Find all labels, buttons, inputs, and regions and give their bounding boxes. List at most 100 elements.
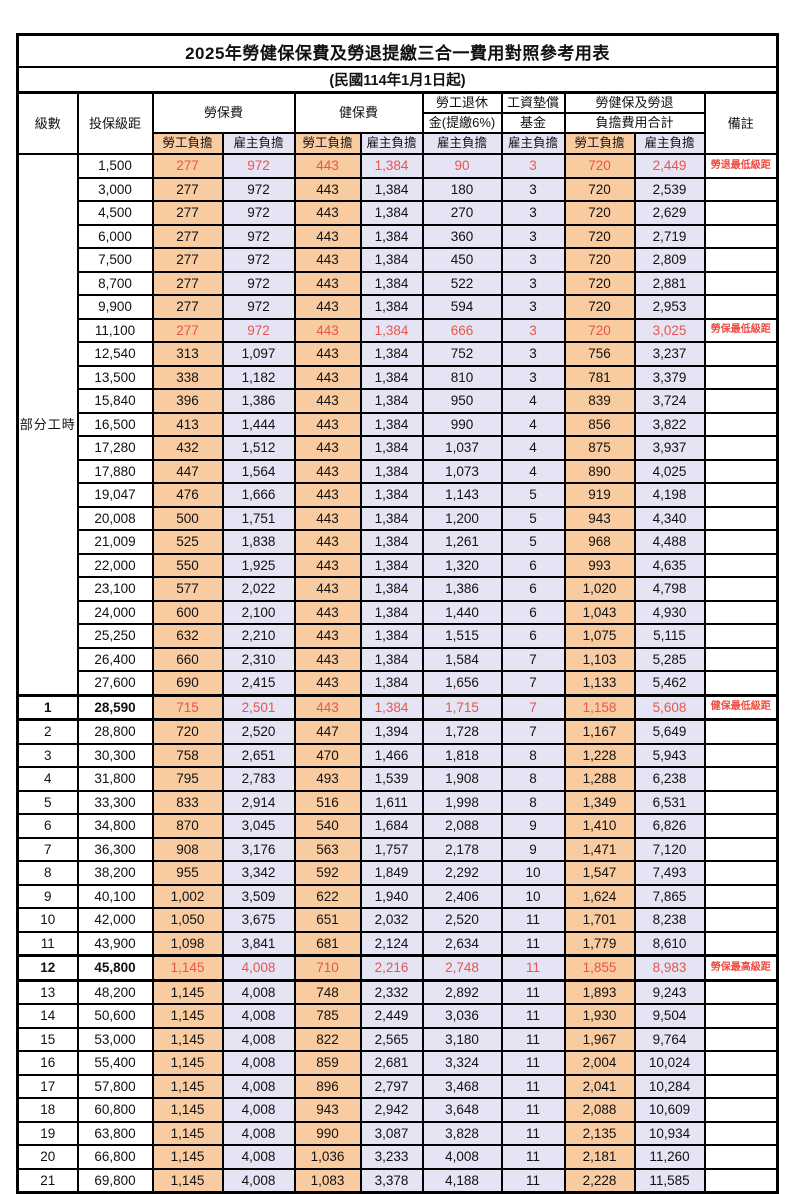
- subheader-health-employer: 雇主負擔: [359, 132, 424, 155]
- cell-pension-employer: 810: [421, 364, 503, 390]
- cell-health-employee: 540: [293, 813, 362, 839]
- cell-note: [703, 623, 779, 649]
- cell-insured-bracket: 28,800: [76, 718, 154, 745]
- cell-total-employee: 968: [563, 529, 636, 555]
- cell-total-employer: 2,719: [633, 223, 706, 249]
- cell-labor-employee: 870: [151, 813, 224, 839]
- table-row: 15,840 396 1,386 443 1,384 950 4 839 3,724: [18, 388, 779, 414]
- cell-total-employer: 8,983: [633, 954, 706, 982]
- cell-note: [703, 1097, 779, 1123]
- cell-labor-employee: 908: [151, 836, 224, 862]
- cell-total-employee: 1,133: [563, 670, 636, 696]
- subheader-total-employee: 勞工負擔: [563, 132, 636, 155]
- cell-health-employer: 1,384: [359, 552, 424, 578]
- cell-labor-employee: 277: [151, 270, 224, 296]
- cell-pension-employer: 1,515: [421, 623, 503, 649]
- cell-labor-employee: 1,145: [151, 1097, 224, 1123]
- cell-note: [703, 930, 779, 957]
- cell-total-employer: 2,809: [633, 247, 706, 273]
- table-row: 23,100 577 2,022 443 1,384 1,386 6 1,020 4,798: [18, 576, 779, 602]
- premium-reference-sheet: 2025年勞健保保費及勞退提繳三合一費用對照參考用表 (民國114年1月1日起)…: [16, 33, 780, 1194]
- cell-insured-bracket: 1,500: [76, 153, 154, 179]
- cell-wage-fund-employer: 3: [500, 270, 566, 296]
- table-row: 3 30,300 758 2,651 470 1,466 1,818 8 1,228 5,943: [16, 742, 779, 768]
- cell-health-employer: 1,849: [359, 860, 424, 886]
- cell-insured-bracket: 36,300: [76, 836, 154, 862]
- cell-note: [703, 223, 779, 249]
- cell-health-employer: 2,216: [359, 954, 424, 982]
- cell-health-employee: 563: [293, 836, 362, 862]
- cell-total-employer: 4,488: [633, 529, 706, 555]
- page-subtitle: (民國114年1月1日起): [16, 66, 779, 94]
- cell-health-employee: 785: [293, 1003, 362, 1029]
- subheader-wage-fund-employer: 雇主負擔: [500, 132, 566, 155]
- cell-labor-employee: 432: [151, 435, 224, 461]
- cell-total-employer: 2,953: [633, 294, 706, 320]
- cell-pension-employer: 1,037: [421, 435, 503, 461]
- cell-pension-employer: 4,188: [421, 1167, 503, 1194]
- cell-total-employer: 5,285: [633, 646, 706, 672]
- cell-health-employer: 1,384: [359, 411, 424, 437]
- cell-insured-bracket: 42,000: [76, 907, 154, 933]
- cell-wage-fund-employer: 3: [500, 317, 566, 343]
- cell-note: 勞保最低級距: [703, 317, 779, 343]
- cell-total-employee: 1,410: [563, 813, 636, 839]
- cell-total-employee: 1,349: [563, 789, 636, 815]
- cell-health-employer: 3,378: [359, 1167, 424, 1194]
- cell-labor-employee: 1,145: [151, 1167, 224, 1194]
- cell-health-employee: 651: [293, 907, 362, 933]
- premium-table: 2025年勞健保保費及勞退提繳三合一費用對照參考用表 (民國114年1月1日起)…: [16, 33, 780, 1194]
- table-row: 10 42,000 1,050 3,675 651 2,032 2,520 11 1,701 8,…: [16, 907, 779, 933]
- cell-labor-employer: 972: [221, 176, 296, 202]
- cell-pension-employer: 2,292: [421, 860, 503, 886]
- cell-insured-bracket: 45,800: [76, 954, 154, 982]
- cell-labor-employer: 4,008: [221, 1003, 296, 1029]
- cell-total-employer: 5,608: [633, 693, 706, 721]
- cell-insured-bracket: 3,000: [76, 176, 154, 202]
- cell-pension-employer: 2,892: [421, 979, 503, 1005]
- cell-health-employer: 1,384: [359, 153, 424, 179]
- cell-total-employee: 1,547: [563, 860, 636, 886]
- table-row: 19,047 476 1,666 443 1,384 1,143 5 919 4,198: [18, 482, 779, 508]
- cell-total-employer: 3,237: [633, 341, 706, 367]
- cell-labor-employee: 313: [151, 341, 224, 367]
- cell-health-employee: 592: [293, 860, 362, 886]
- cell-health-employee: 493: [293, 766, 362, 792]
- cell-note: [703, 200, 779, 226]
- cell-total-employee: 1,624: [563, 883, 636, 909]
- cell-level: 11: [16, 930, 79, 957]
- cell-total-employee: 2,228: [563, 1167, 636, 1194]
- cell-total-employer: 11,585: [633, 1167, 706, 1194]
- cell-total-employee: 720: [563, 247, 636, 273]
- cell-labor-employer: 1,925: [221, 552, 296, 578]
- cell-insured-bracket: 60,800: [76, 1097, 154, 1123]
- cell-note: [703, 176, 779, 202]
- cell-total-employer: 3,724: [633, 388, 706, 414]
- cell-labor-employee: 1,145: [151, 1073, 224, 1099]
- col-header-total-line1: 勞健保及勞退: [563, 91, 706, 114]
- table-row: 17,880 447 1,564 443 1,384 1,073 4 890 4,025: [18, 458, 779, 484]
- cell-pension-employer: 3,036: [421, 1003, 503, 1029]
- cell-labor-employee: 277: [151, 294, 224, 320]
- cell-wage-fund-employer: 4: [500, 388, 566, 414]
- cell-total-employer: 10,934: [633, 1120, 706, 1146]
- cell-labor-employee: 396: [151, 388, 224, 414]
- cell-note: [703, 529, 779, 555]
- cell-insured-bracket: 28,590: [76, 693, 154, 721]
- cell-wage-fund-employer: 7: [500, 670, 566, 696]
- cell-total-employer: 9,764: [633, 1026, 706, 1052]
- table-row: 19 63,800 1,145 4,008 990 3,087 3,828 11 2,135 10…: [16, 1120, 779, 1146]
- cell-health-employee: 447: [293, 718, 362, 745]
- cell-health-employee: 470: [293, 742, 362, 768]
- cell-labor-employer: 4,008: [221, 954, 296, 982]
- cell-total-employee: 839: [563, 388, 636, 414]
- cell-total-employer: 7,120: [633, 836, 706, 862]
- cell-labor-employer: 1,838: [221, 529, 296, 555]
- cell-note: 健保最低級距: [703, 693, 779, 721]
- cell-wage-fund-employer: 4: [500, 458, 566, 484]
- cell-note: [703, 552, 779, 578]
- cell-labor-employee: 1,145: [151, 1050, 224, 1076]
- cell-total-employee: 720: [563, 317, 636, 343]
- cell-health-employer: 1,384: [359, 388, 424, 414]
- cell-labor-employer: 3,045: [221, 813, 296, 839]
